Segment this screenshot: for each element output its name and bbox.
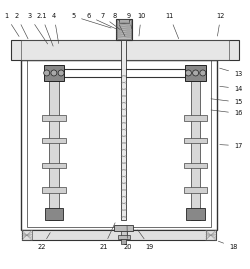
Bar xyxy=(22,230,216,240)
Bar xyxy=(186,208,205,220)
Bar xyxy=(45,208,63,220)
Bar xyxy=(20,40,230,60)
Bar xyxy=(121,239,126,244)
Text: 1: 1 xyxy=(4,13,19,36)
Text: 21: 21 xyxy=(100,223,115,250)
Bar xyxy=(42,187,66,193)
Bar xyxy=(191,65,200,220)
Text: 15: 15 xyxy=(211,99,242,105)
Text: 9: 9 xyxy=(127,13,132,29)
Bar xyxy=(22,230,32,240)
Circle shape xyxy=(58,70,64,76)
Bar xyxy=(117,20,130,39)
Bar xyxy=(20,60,217,230)
Bar xyxy=(42,138,66,143)
Circle shape xyxy=(192,70,198,76)
Text: 4: 4 xyxy=(52,13,59,44)
Bar xyxy=(116,19,132,40)
Bar xyxy=(42,162,66,168)
Text: 19: 19 xyxy=(138,230,154,250)
Bar xyxy=(184,162,207,168)
Text: 5: 5 xyxy=(72,13,111,28)
Text: 12: 12 xyxy=(216,13,225,36)
Text: 10: 10 xyxy=(137,13,145,36)
Text: 17: 17 xyxy=(220,143,242,149)
Bar xyxy=(44,65,64,81)
Text: 16: 16 xyxy=(211,110,242,116)
Circle shape xyxy=(186,70,192,76)
Bar xyxy=(184,138,207,143)
Bar xyxy=(206,230,216,240)
Text: 14: 14 xyxy=(220,86,242,91)
Text: 8: 8 xyxy=(113,13,125,36)
Text: 18: 18 xyxy=(218,241,237,250)
Bar xyxy=(184,115,207,121)
Text: 20: 20 xyxy=(123,225,132,250)
Bar xyxy=(121,229,127,240)
Bar xyxy=(27,60,211,227)
Text: 6: 6 xyxy=(87,13,116,29)
Bar xyxy=(119,19,129,23)
Text: 13: 13 xyxy=(220,68,242,77)
Circle shape xyxy=(51,70,57,76)
Bar xyxy=(42,115,66,121)
Text: 22: 22 xyxy=(38,233,50,250)
Bar xyxy=(49,65,58,220)
Circle shape xyxy=(44,70,50,76)
Bar xyxy=(11,40,239,60)
Text: 3: 3 xyxy=(27,13,48,44)
Text: 11: 11 xyxy=(166,13,179,39)
Bar xyxy=(118,235,130,239)
Bar xyxy=(186,65,206,81)
Bar xyxy=(184,187,207,193)
Circle shape xyxy=(200,70,206,76)
Text: 2.1: 2.1 xyxy=(36,13,53,46)
Text: 2: 2 xyxy=(15,13,28,39)
Bar xyxy=(121,40,126,220)
Bar xyxy=(114,225,133,231)
Text: 7: 7 xyxy=(100,13,120,30)
